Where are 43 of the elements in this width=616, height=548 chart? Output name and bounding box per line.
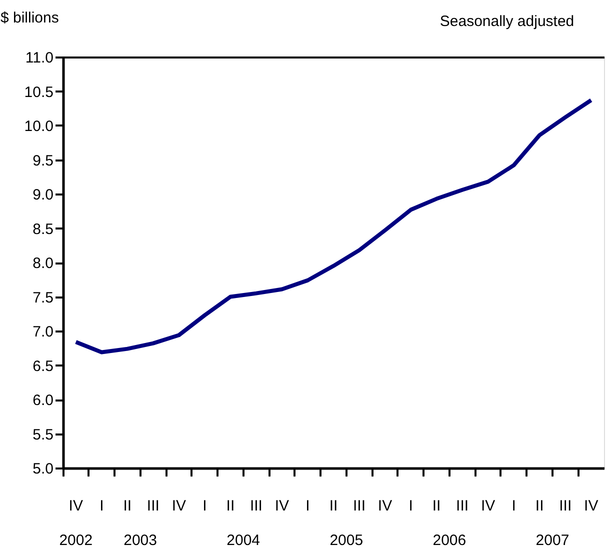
y-tick-label: 5.0 (32, 460, 54, 478)
x-tick-label: III (146, 498, 160, 514)
x-tick-label: III (353, 498, 366, 514)
x-tick-label: II (123, 498, 132, 514)
x-tick-label: I (202, 498, 207, 514)
x-tick-label: I (408, 498, 413, 514)
text: 2007 (536, 532, 570, 548)
y-tick-label: 5.5 (32, 426, 54, 444)
y-tick-label: 11.0 (25, 50, 54, 66)
x-tick-label: III (456, 498, 469, 514)
x-tick-label: I (306, 498, 310, 514)
y-tick-label: 10.0 (24, 118, 54, 135)
x-tick-label: IV (584, 498, 598, 514)
text: 2002 (59, 532, 93, 548)
text: 2004 (226, 532, 260, 548)
x-tick-label: I (512, 498, 516, 514)
x-tick-label: IV (68, 498, 83, 514)
y-tick-label: 8.0 (32, 255, 54, 272)
text: 2006 (432, 532, 466, 548)
y-tick-label: 9.5 (32, 152, 54, 170)
y-tick-label: 9.0 (32, 186, 54, 204)
y-axis-title: $ billions (0, 10, 59, 26)
x-tick-label: II (535, 498, 544, 514)
x-tick-label: IV (172, 498, 186, 514)
y-tick-label: 6.0 (32, 392, 54, 409)
x-tick-label: I (100, 498, 104, 514)
line-series (74, 98, 594, 354)
text: 2005 (330, 532, 364, 548)
y-tick-label: 7.0 (32, 324, 54, 340)
x-tick-label: II (432, 498, 441, 514)
x-tick-label: III (559, 498, 572, 514)
y-tick-label: 8.5 (32, 220, 54, 238)
x-tick-label: II (329, 498, 338, 514)
y-tick-label: 6.5 (32, 358, 54, 375)
y-tick-label: 10.5 (24, 84, 54, 101)
text: 2003 (124, 532, 157, 548)
x-tick-label: IV (274, 498, 290, 514)
x-tick-label: IV (480, 498, 496, 514)
x-tick-label: II (226, 498, 235, 514)
y-tick-label: 7.5 (32, 289, 54, 306)
x-tick-label: III (250, 498, 262, 514)
x-tick-label: IV (378, 498, 392, 514)
chart-subtitle: Seasonally adjusted (440, 13, 574, 30)
